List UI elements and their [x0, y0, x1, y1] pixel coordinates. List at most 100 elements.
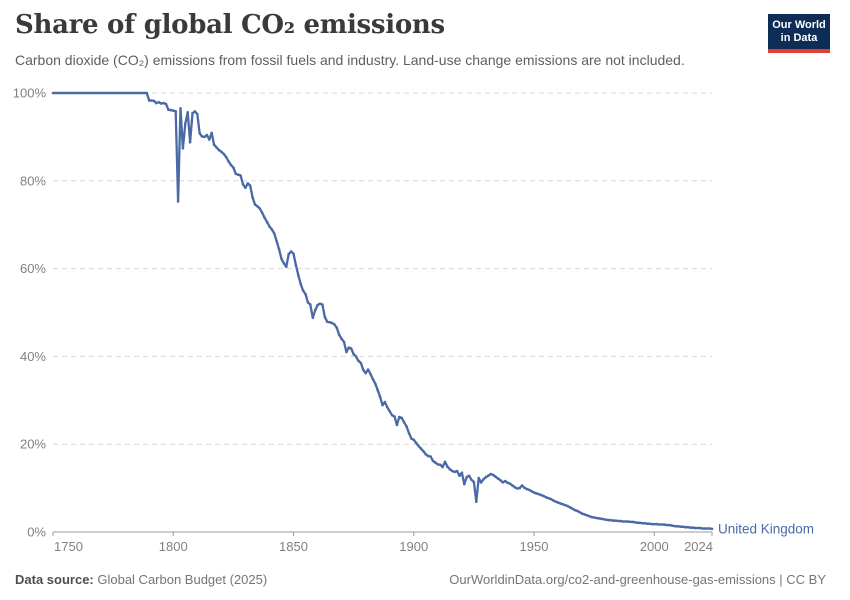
owid-logo[interactable]: Our World in Data — [768, 14, 830, 53]
y-tick-label: 20% — [20, 437, 46, 452]
series-point — [164, 102, 168, 106]
series-point — [511, 484, 514, 487]
series-point — [188, 140, 192, 144]
series-point — [580, 512, 584, 515]
series-point — [710, 527, 714, 531]
series-point — [169, 108, 173, 112]
series-point — [506, 481, 509, 485]
series-point — [402, 421, 406, 424]
series-point — [275, 240, 279, 243]
series-point — [503, 479, 507, 483]
series-point — [573, 508, 577, 512]
series-point — [527, 488, 531, 492]
series-point — [513, 485, 517, 489]
series-point — [248, 184, 252, 187]
series-point — [597, 517, 601, 520]
data-source: Data source: Global Carbon Budget (2025) — [15, 572, 267, 587]
series-point — [477, 476, 481, 480]
series-point — [537, 492, 541, 496]
y-tick-label: 60% — [20, 261, 46, 276]
series-point — [602, 518, 606, 521]
series-end-label[interactable]: United Kingdom — [718, 521, 814, 536]
series-point — [424, 453, 428, 456]
series-point — [342, 340, 346, 344]
owid-logo-line2: in Data — [780, 32, 818, 44]
series-point — [426, 454, 430, 458]
series-point — [244, 186, 247, 190]
series-point — [143, 91, 146, 95]
y-tick-label: 40% — [20, 349, 46, 364]
series-point — [641, 521, 644, 525]
series-point — [309, 303, 312, 306]
series-point — [265, 220, 269, 224]
series-point — [335, 326, 339, 330]
series-point — [51, 91, 55, 95]
series-point — [638, 521, 642, 525]
series-point — [544, 496, 548, 499]
series-point — [388, 410, 392, 413]
series-point — [357, 359, 360, 363]
series-point — [172, 109, 175, 112]
series-point — [650, 522, 654, 526]
series-point — [410, 437, 413, 440]
series-point — [542, 494, 545, 498]
series-point — [229, 163, 233, 167]
series-point — [253, 203, 257, 206]
series-point — [453, 470, 457, 474]
series-point — [116, 91, 120, 95]
series-point — [448, 467, 452, 471]
series-point — [390, 413, 394, 417]
series-point — [147, 99, 151, 102]
series-point — [107, 91, 110, 95]
series-point — [203, 135, 206, 139]
series-point — [378, 395, 382, 399]
series-point — [662, 523, 666, 526]
series-point — [523, 486, 526, 490]
series-point — [95, 91, 98, 95]
series-point — [181, 147, 185, 150]
series-point — [318, 302, 322, 306]
series-point — [186, 111, 189, 114]
series-point — [273, 232, 276, 235]
series-point — [585, 514, 589, 517]
series-point — [414, 441, 418, 445]
series-point — [576, 509, 579, 513]
series-point — [297, 273, 300, 277]
series-point — [224, 155, 228, 159]
footer-link[interactable]: OurWorldinData.org/co2-and-greenhouse-ga… — [449, 572, 826, 587]
series-point — [133, 91, 137, 95]
series-point — [78, 91, 81, 95]
series-point — [220, 150, 223, 154]
series-point — [703, 527, 707, 530]
x-tick-label: 1900 — [399, 539, 428, 554]
series-point — [612, 519, 615, 522]
series-point — [354, 355, 358, 358]
series-point — [210, 131, 213, 135]
series-point — [470, 478, 473, 482]
series-point — [232, 166, 235, 169]
series-point — [285, 265, 288, 269]
series-point — [205, 133, 209, 137]
series-point — [648, 522, 651, 525]
page-title: Share of global CO₂ emissions — [15, 10, 445, 40]
uk-series-line[interactable] — [51, 91, 714, 531]
series-point — [374, 382, 377, 385]
series-point — [460, 471, 464, 475]
series-point — [539, 493, 543, 497]
series-point — [578, 510, 581, 514]
series-point — [87, 91, 91, 95]
series-point — [383, 400, 387, 404]
series-point — [487, 474, 490, 478]
series-point — [294, 263, 298, 267]
series-point — [83, 91, 86, 95]
series-point — [614, 519, 618, 522]
series-point — [604, 518, 608, 521]
series-point — [621, 520, 625, 523]
series-point — [145, 91, 149, 95]
series-point — [174, 110, 177, 113]
series-point — [434, 461, 437, 464]
series-point — [56, 91, 60, 95]
series-point — [626, 520, 630, 523]
series-point — [636, 521, 639, 525]
